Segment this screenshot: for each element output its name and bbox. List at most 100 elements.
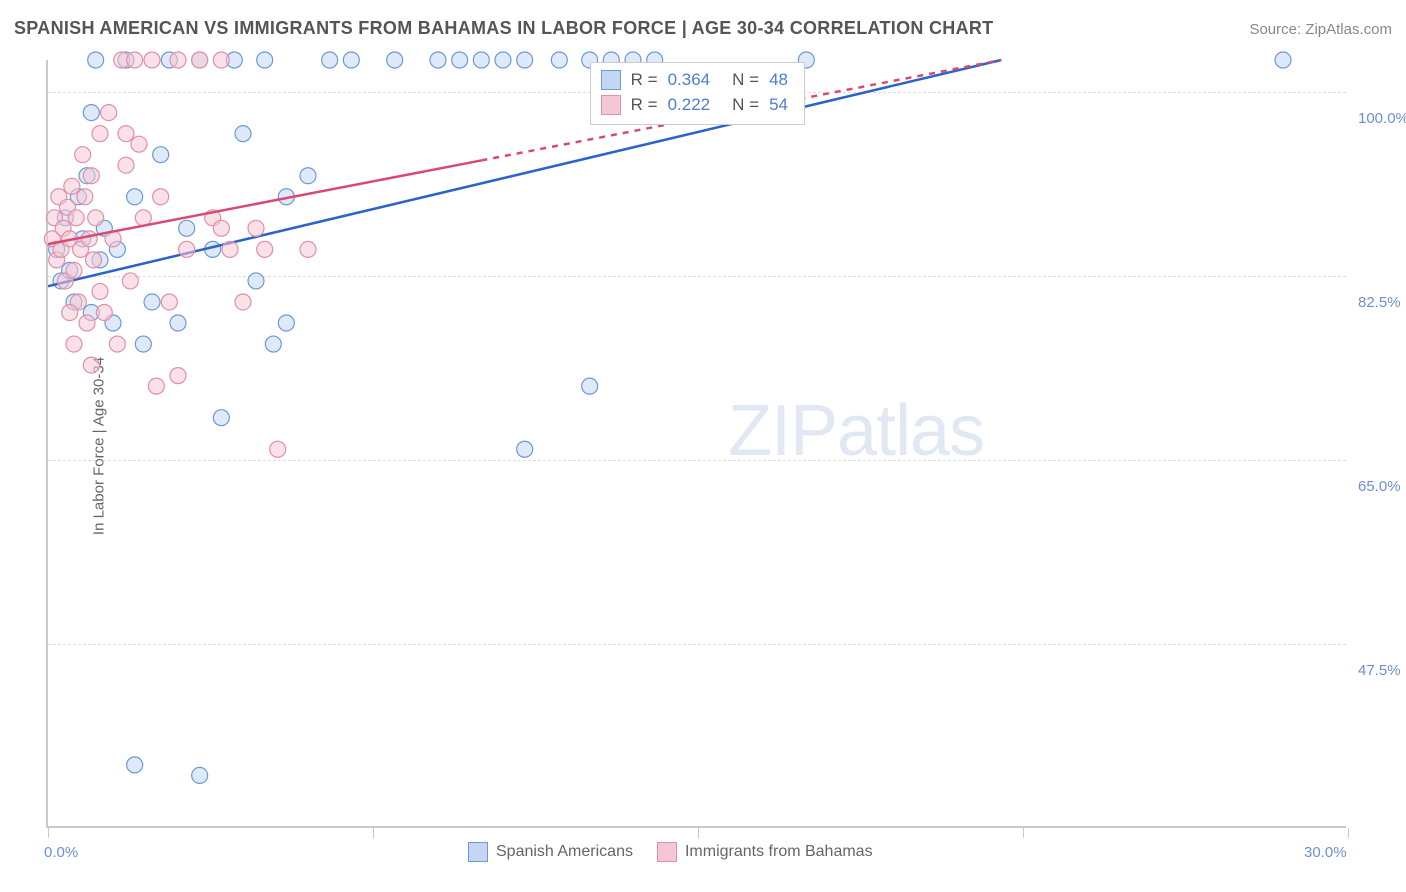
series-swatch bbox=[601, 70, 621, 90]
data-point bbox=[153, 147, 169, 163]
data-point bbox=[517, 441, 533, 457]
data-point bbox=[153, 189, 169, 205]
data-point bbox=[83, 168, 99, 184]
data-point bbox=[127, 189, 143, 205]
chart-title: SPANISH AMERICAN VS IMMIGRANTS FROM BAHA… bbox=[14, 18, 993, 39]
x-tick-label: 0.0% bbox=[44, 844, 78, 861]
data-point bbox=[517, 52, 533, 68]
series-swatch bbox=[601, 95, 621, 115]
info-row: R = 0.364 N = 48 bbox=[601, 68, 788, 93]
x-tick-mark bbox=[698, 828, 699, 838]
data-point bbox=[300, 168, 316, 184]
data-point bbox=[495, 52, 511, 68]
data-point bbox=[452, 52, 468, 68]
data-point bbox=[79, 315, 95, 331]
data-point bbox=[235, 294, 251, 310]
n-value: 54 bbox=[769, 93, 788, 118]
data-point bbox=[127, 52, 143, 68]
data-point bbox=[131, 136, 147, 152]
data-point bbox=[192, 52, 208, 68]
data-point bbox=[86, 252, 102, 268]
chart-header: SPANISH AMERICAN VS IMMIGRANTS FROM BAHA… bbox=[14, 18, 1392, 39]
data-point bbox=[192, 767, 208, 783]
x-tick-mark bbox=[1348, 828, 1349, 838]
info-row: R = 0.222 N = 54 bbox=[601, 93, 788, 118]
n-label: N = bbox=[732, 68, 759, 93]
r-label: R = bbox=[631, 93, 658, 118]
data-point bbox=[92, 126, 108, 142]
data-point bbox=[96, 304, 112, 320]
data-point bbox=[88, 210, 104, 226]
chart-source: Source: ZipAtlas.com bbox=[1249, 21, 1392, 38]
data-point bbox=[161, 294, 177, 310]
series-legend: Spanish Americans Immigrants from Bahamas bbox=[468, 842, 873, 862]
data-point bbox=[235, 126, 251, 142]
data-point bbox=[66, 336, 82, 352]
data-point bbox=[213, 410, 229, 426]
r-value: 0.364 bbox=[668, 68, 711, 93]
data-point bbox=[81, 231, 97, 247]
data-point bbox=[77, 189, 93, 205]
data-point bbox=[213, 52, 229, 68]
y-tick-label: 65.0% bbox=[1358, 478, 1401, 495]
data-point bbox=[144, 294, 160, 310]
n-value: 48 bbox=[769, 68, 788, 93]
correlation-info-box: R = 0.364 N = 48 R = 0.222 N = 54 bbox=[590, 62, 805, 125]
data-point bbox=[170, 315, 186, 331]
trend-line bbox=[48, 160, 481, 244]
data-point bbox=[118, 157, 134, 173]
scatter-plot: ZIPatlas 100.0%82.5%65.0%47.5%0.0%30.0%R… bbox=[46, 60, 1346, 828]
data-point bbox=[300, 241, 316, 257]
n-label: N = bbox=[732, 93, 759, 118]
data-point bbox=[75, 147, 91, 163]
data-point bbox=[265, 336, 281, 352]
data-point bbox=[101, 105, 117, 121]
data-point bbox=[118, 126, 134, 142]
legend-item: Spanish Americans bbox=[468, 842, 633, 862]
y-tick-label: 82.5% bbox=[1358, 294, 1401, 311]
data-point bbox=[64, 178, 80, 194]
data-point bbox=[170, 368, 186, 384]
data-point bbox=[430, 52, 446, 68]
legend-item: Immigrants from Bahamas bbox=[657, 842, 873, 862]
data-point bbox=[213, 220, 229, 236]
data-point bbox=[92, 283, 108, 299]
data-point bbox=[144, 52, 160, 68]
data-point bbox=[248, 273, 264, 289]
data-point bbox=[179, 220, 195, 236]
data-point bbox=[88, 52, 104, 68]
plot-svg bbox=[48, 60, 1348, 828]
data-point bbox=[257, 241, 273, 257]
x-tick-label: 30.0% bbox=[1304, 844, 1347, 861]
data-point bbox=[387, 52, 403, 68]
data-point bbox=[127, 757, 143, 773]
data-point bbox=[257, 52, 273, 68]
data-point bbox=[551, 52, 567, 68]
data-point bbox=[322, 52, 338, 68]
data-point bbox=[62, 304, 78, 320]
data-point bbox=[170, 52, 186, 68]
data-point bbox=[135, 336, 151, 352]
data-point bbox=[343, 52, 359, 68]
legend-swatch bbox=[657, 842, 677, 862]
data-point bbox=[122, 273, 138, 289]
y-tick-label: 100.0% bbox=[1358, 110, 1406, 127]
data-point bbox=[66, 262, 82, 278]
x-tick-mark bbox=[1023, 828, 1024, 838]
legend-label: Immigrants from Bahamas bbox=[685, 843, 873, 861]
data-point bbox=[179, 241, 195, 257]
data-point bbox=[148, 378, 164, 394]
x-tick-mark bbox=[48, 828, 49, 838]
data-point bbox=[83, 357, 99, 373]
data-point bbox=[473, 52, 489, 68]
legend-swatch bbox=[468, 842, 488, 862]
r-value: 0.222 bbox=[668, 93, 711, 118]
r-label: R = bbox=[631, 68, 658, 93]
data-point bbox=[83, 105, 99, 121]
data-point bbox=[68, 210, 84, 226]
x-tick-mark bbox=[373, 828, 374, 838]
data-point bbox=[222, 241, 238, 257]
legend-label: Spanish Americans bbox=[496, 843, 633, 861]
y-tick-label: 47.5% bbox=[1358, 662, 1401, 679]
data-point bbox=[278, 315, 294, 331]
